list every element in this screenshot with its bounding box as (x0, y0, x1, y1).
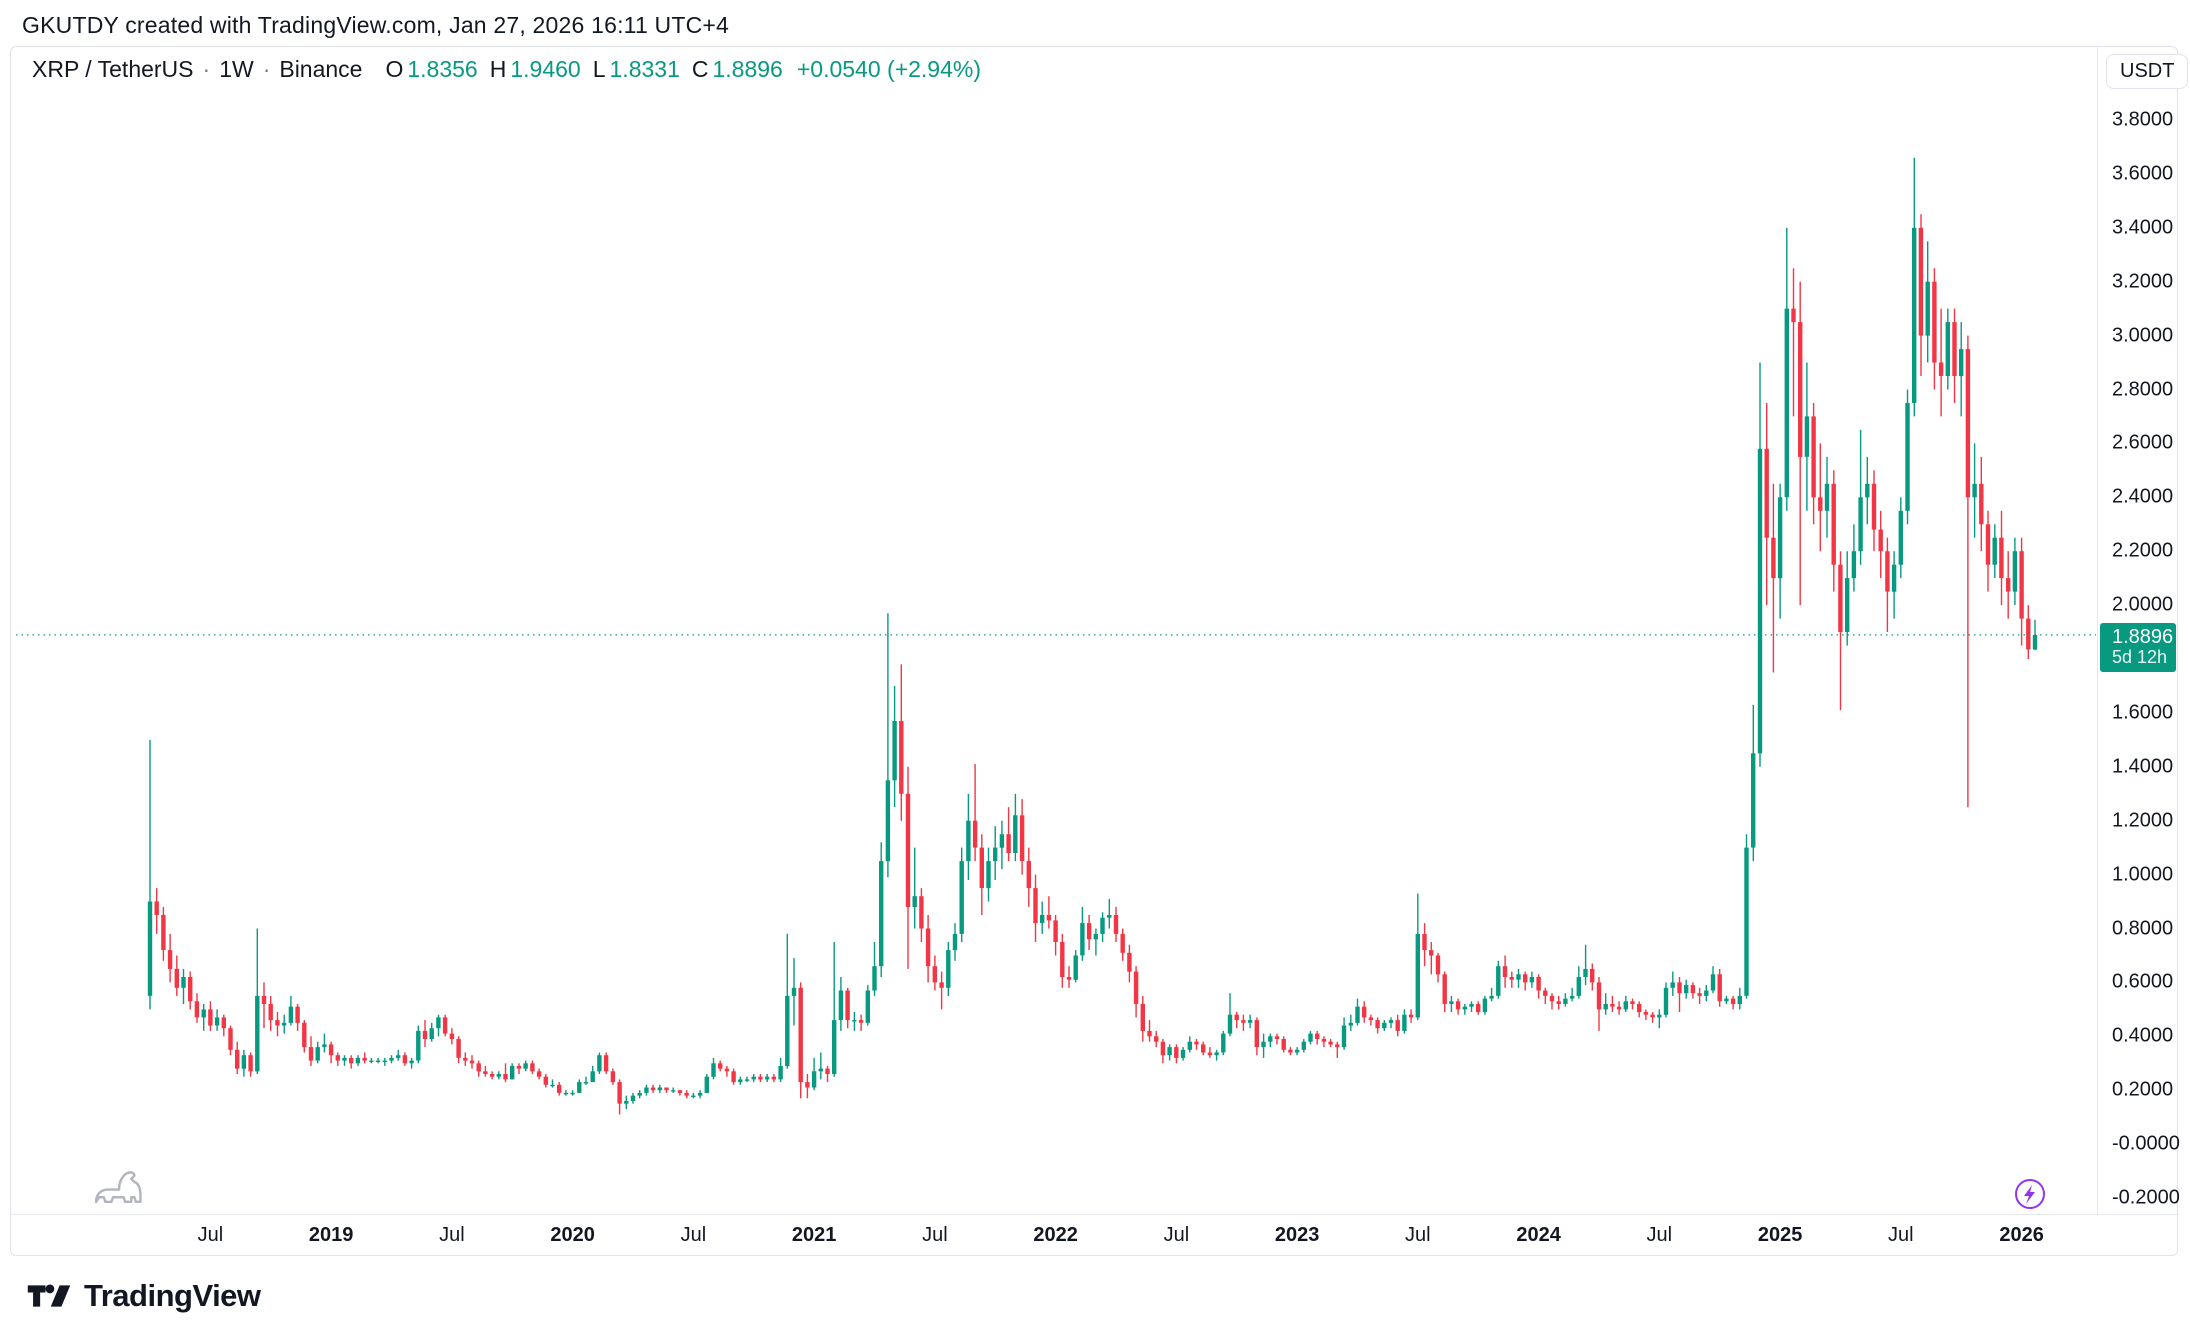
price-axis-label: 1.2000 (2112, 809, 2174, 832)
time-axis-label: Jul (197, 1224, 224, 1246)
price-axis-label: 2.0000 (2112, 593, 2174, 616)
tradingview-logo[interactable] (26, 1279, 72, 1313)
price-axis-label: 0.2000 (2112, 1078, 2174, 1101)
last-price-badge[interactable]: 1.8896 5d 12h (2100, 622, 2176, 672)
open-value: 1.8356 (407, 56, 478, 82)
time-axis-label: 2026 (1999, 1224, 2044, 1246)
time-axis-separator (11, 1214, 2179, 1215)
low-label: L (592, 56, 606, 82)
time-axis-label: Jul (1646, 1224, 1673, 1246)
price-axis-label: 1.0000 (2112, 863, 2174, 886)
dino-watermark-icon (94, 1171, 142, 1204)
flash-circle-icon[interactable] (2008, 1172, 2052, 1216)
currency-usdt-button[interactable]: USDT (2106, 54, 2189, 89)
change-value: +0.0540 (+2.94%) (796, 56, 981, 82)
price-axis-label: 3.4000 (2112, 216, 2174, 239)
close-label: C (691, 56, 709, 82)
price-axis-label: 2.2000 (2112, 539, 2174, 562)
ohlc-values: O 1.8356 H 1.9460 L 1.8331 C 1.8896 +0.0… (377, 56, 981, 83)
price-axis-label: 0.6000 (2112, 970, 2174, 993)
time-axis-label: 2023 (1274, 1224, 1320, 1246)
price-axis-label: 0.8000 (2112, 917, 2174, 939)
time-axis-label: 2021 (791, 1224, 837, 1246)
close-value: 1.8896 (712, 56, 783, 82)
footer: TradingView (26, 1278, 261, 1314)
time-axis-label: 2025 (1757, 1224, 1803, 1246)
price-axis-label: 3.2000 (2112, 270, 2174, 293)
price-axis-label: -0.2000 (2112, 1186, 2180, 1209)
time-axis-label: 2022 (1033, 1224, 1078, 1246)
price-axis-label: -0.0000 (2112, 1132, 2180, 1155)
time-axis-label: Jul (1888, 1224, 1914, 1246)
time-axis-label: 2019 (308, 1224, 354, 1246)
price-axis-separator (2097, 47, 2098, 1214)
price-axis-label: 2.6000 (2112, 431, 2174, 454)
chart-card (10, 46, 2178, 1256)
interval-label[interactable]: 1W (219, 56, 254, 82)
high-value: 1.9460 (510, 56, 581, 82)
time-axis-label: Jul (1163, 1224, 1190, 1246)
bar-countdown: 5d 12h (2112, 647, 2168, 668)
separator-dot: · (202, 56, 211, 82)
price-axis-label: 3.6000 (2112, 162, 2174, 185)
price-axis-label: 2.4000 (2112, 485, 2174, 508)
price-axis-label: 1.4000 (2112, 755, 2174, 778)
symbol-name[interactable]: XRP / TetherUS (32, 56, 194, 82)
price-axis-label: 2.8000 (2112, 378, 2174, 400)
price-axis-label: 3.8000 (2112, 108, 2174, 131)
exchange-label: Binance (279, 56, 363, 82)
low-value: 1.8331 (609, 56, 680, 82)
time-axis-label: 2024 (1516, 1224, 1561, 1246)
time-axis-label: Jul (680, 1224, 707, 1246)
separator-dot: · (262, 56, 271, 82)
price-axis-label: 0.4000 (2112, 1024, 2174, 1047)
time-axis-label: 2020 (550, 1224, 595, 1246)
price-axis-label: 3.0000 (2112, 324, 2174, 347)
time-axis-label: Jul (1405, 1224, 1431, 1246)
attribution-text: GKUTDY created with TradingView.com, Jan… (22, 12, 730, 38)
time-axis-label: Jul (922, 1224, 948, 1246)
high-label: H (489, 56, 507, 82)
brand-wordmark[interactable]: TradingView (84, 1278, 261, 1313)
last-price-value: 1.8896 (2112, 626, 2174, 649)
open-label: O (385, 56, 404, 82)
time-axis-label: Jul (439, 1224, 465, 1246)
price-axis-label: 1.6000 (2112, 701, 2174, 724)
symbol-header: XRP / TetherUS · 1W · Binance O 1.8356 H… (32, 56, 981, 83)
